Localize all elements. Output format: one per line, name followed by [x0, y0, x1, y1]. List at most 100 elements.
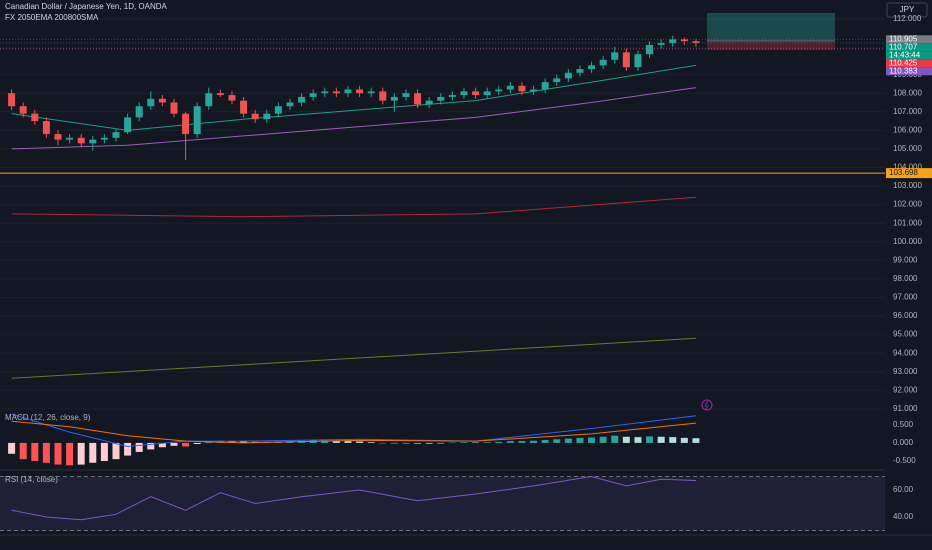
- indicator-legend: FX 2050EMA 200800SMA: [5, 13, 99, 22]
- candle-body: [599, 59, 607, 66]
- y-tick-label: 101.000: [893, 218, 922, 227]
- price-tag-label: 110.905: [889, 34, 918, 43]
- macd-histogram-bar: [576, 437, 584, 443]
- macd-histogram-bar: [692, 438, 700, 443]
- candle-body: [367, 91, 375, 94]
- candle-body: [54, 134, 62, 140]
- candle-body: [448, 95, 456, 97]
- candle-body: [495, 89, 503, 92]
- alert-icon-bolt: [704, 400, 709, 410]
- candle-body: [66, 137, 74, 140]
- alert-icon[interactable]: [701, 399, 713, 411]
- macd-histogram-bar: [8, 442, 16, 454]
- macd-histogram-bar: [344, 441, 352, 443]
- y-tick-label: 92.000: [893, 385, 918, 394]
- price-tag-label: 110.707: [889, 42, 918, 51]
- candle-body: [182, 113, 190, 135]
- macd-histogram-bar: [460, 442, 468, 443]
- macd-histogram-bar: [553, 439, 561, 443]
- macd-histogram-bar: [425, 442, 433, 444]
- y-tick-label: 103.000: [893, 181, 922, 190]
- candle-body: [89, 139, 97, 144]
- candle-body: [77, 137, 85, 144]
- y-tick-label: 60.00: [893, 485, 914, 494]
- indicator-line: [11, 420, 696, 444]
- macd-histogram-bar: [228, 441, 236, 443]
- macd-histogram-bar: [530, 440, 538, 443]
- countdown-label: 14:43:44: [889, 50, 921, 59]
- candle-body: [240, 100, 248, 114]
- y-tick-label: 104.000: [893, 163, 922, 172]
- y-tick-label: 100.000: [893, 237, 922, 246]
- y-tick-label: 97.000: [893, 293, 918, 302]
- macd-histogram-bar: [89, 442, 97, 463]
- candle-body: [506, 85, 514, 90]
- indicator-line: [11, 196, 696, 218]
- candle-body: [205, 93, 213, 107]
- candle-body: [379, 91, 387, 101]
- y-tick-label: 105.000: [893, 144, 922, 153]
- macd-histogram-bar: [100, 442, 108, 461]
- indicator-line: [11, 337, 696, 379]
- price-tag-label: 110.425: [889, 58, 918, 67]
- position-profit-zone: [707, 13, 835, 41]
- candle-body: [19, 106, 27, 114]
- macd-histogram-bar: [54, 442, 62, 465]
- macd-histogram-bar: [669, 437, 677, 443]
- currency-label: JPY: [900, 5, 915, 14]
- macd-histogram-bar: [321, 440, 329, 443]
- candle-body: [680, 39, 688, 42]
- candle-body: [228, 95, 236, 101]
- candle-body: [692, 41, 700, 43]
- y-tick-label: 94.000: [893, 348, 918, 357]
- y-tick-label: 91.000: [893, 404, 918, 413]
- plot-area: [0, 35, 885, 531]
- y-tick-label: 102.000: [893, 200, 922, 209]
- y-tick-label: 96.000: [893, 311, 918, 320]
- macd-histogram-bar: [634, 437, 642, 443]
- candle-body: [483, 91, 491, 96]
- candle-body: [611, 52, 619, 60]
- macd-histogram-bar: [506, 441, 514, 443]
- price-tag: [886, 59, 932, 68]
- macd-histogram-bar: [379, 442, 387, 444]
- macd-histogram-bar: [472, 442, 480, 444]
- y-tick-label: 106.000: [893, 125, 922, 134]
- hline-price-tag: [886, 168, 932, 179]
- rsi-title: RSI (14, close): [5, 475, 58, 484]
- macd-histogram-bar: [518, 441, 526, 443]
- macd-histogram-bar: [564, 438, 572, 443]
- y-tick-label: 112.000: [893, 14, 922, 23]
- currency-button[interactable]: [886, 2, 928, 18]
- candle-body: [425, 100, 433, 105]
- candle-body: [112, 132, 120, 138]
- candle-body: [170, 102, 178, 114]
- macd-histogram-bar: [611, 435, 619, 443]
- macd-histogram-bar: [541, 440, 549, 443]
- chart-title: Canadian Dollar / Japanese Yen, 1D, OAND…: [5, 2, 168, 11]
- macd-histogram-bar: [646, 436, 654, 443]
- y-tick-label: 40.00: [893, 512, 914, 521]
- macd-histogram-bar: [31, 442, 39, 461]
- macd-histogram-bar: [367, 442, 375, 443]
- candle-body: [31, 113, 39, 122]
- candle-body: [309, 93, 317, 97]
- y-tick-label: 95.000: [893, 330, 918, 339]
- candle-body: [332, 91, 340, 94]
- macd-title: MACD (12, 26, close, 9): [5, 413, 91, 422]
- macd-histogram-bar: [77, 442, 85, 465]
- macd-histogram-bar: [135, 442, 143, 452]
- macd-histogram-bar: [182, 442, 190, 447]
- macd-histogram-bar: [622, 436, 630, 443]
- macd-histogram-bar: [205, 441, 213, 443]
- macd-histogram-bar: [332, 440, 340, 443]
- macd-histogram-bar: [356, 441, 364, 443]
- candle-body: [298, 96, 306, 103]
- candle-body: [147, 98, 155, 107]
- macd-histogram-bar: [158, 442, 166, 448]
- macd-histogram-bar: [495, 441, 503, 443]
- candle-body: [472, 91, 480, 96]
- price-tag: [886, 35, 932, 44]
- candle-body: [414, 93, 422, 105]
